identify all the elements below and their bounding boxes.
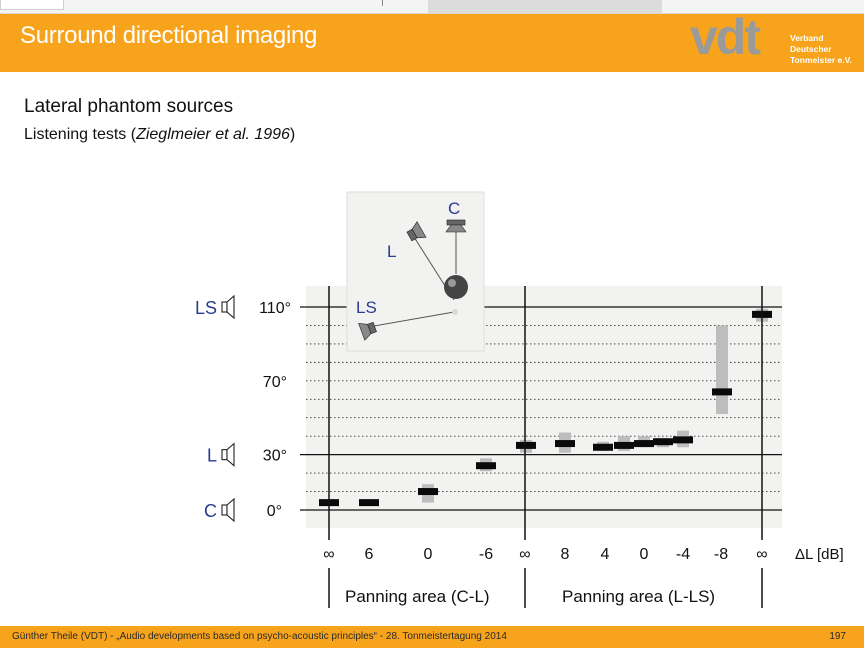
browser-strip [0, 0, 864, 14]
subheading-prefix: Listening tests ( [24, 126, 137, 143]
logo-subtitle-line-1: Verband Deutscher [790, 33, 832, 54]
logo-subtitle-line-2: Tonmeister e.V. [790, 55, 852, 65]
speaker-l-icon [406, 221, 427, 242]
y-tick-label: 110° [259, 300, 291, 317]
listener-head-highlight [448, 279, 456, 287]
logo-subtitle: Verband Deutscher Tonmeister e.V. [790, 33, 864, 66]
x-tick-label: -6 [479, 546, 493, 563]
logo-mark: vdt [690, 9, 761, 65]
phantom-source-chart: ∞ 6 0 -6 ∞ 8 4 0 -4 -8 ∞ ΔL [dB] 0° 30° 70° 110° C L LS… [195, 191, 844, 608]
speaker-icon-cone [226, 497, 235, 523]
y-tick-labels: 0° 30° 70° 110° [259, 300, 291, 520]
divider [382, 0, 383, 6]
speaker-icon-cone [226, 442, 235, 467]
x-tick-label: ∞ [756, 546, 767, 563]
speaker-icon-cone [226, 294, 235, 320]
browser-tab[interactable] [0, 0, 64, 10]
median-marker [418, 488, 438, 496]
x-tick-label: 0 [424, 546, 433, 563]
y-speaker-label: C [204, 501, 217, 521]
x-tick-labels: ∞ 6 0 -6 ∞ 8 4 0 -4 -8 ∞ [323, 546, 767, 563]
ls-direction-line [373, 311, 455, 327]
slide-footer: Günther Theile (VDT) - „Audio developmen… [0, 626, 864, 648]
speaker-c-icon [445, 219, 467, 233]
inset-label-ls: LS [356, 298, 377, 317]
x-tick-label: -4 [676, 546, 690, 563]
x-tick-label: 8 [561, 546, 570, 563]
slide-title: Surround directional imaging [20, 22, 318, 49]
page-number: 197 [829, 631, 846, 642]
region-label-c-l: Panning area (C-L) [345, 587, 490, 606]
speaker-ls-icon [358, 321, 377, 341]
x-unit-label: ΔL [dB] [795, 546, 844, 563]
speaker-icon-body [221, 449, 228, 461]
x-tick-label: -8 [714, 546, 728, 563]
inset-label-c: C [448, 199, 460, 218]
vdt-logo: vdt Verband Deutscher Tonmeister e.V. [684, 9, 864, 72]
y-speaker-label: L [207, 446, 217, 466]
median-marker [476, 462, 496, 470]
y-speaker-label: LS [195, 298, 217, 318]
citation: Zieglmeier et al. 1996 [136, 126, 290, 143]
median-marker [555, 440, 575, 448]
x-tick-label: 4 [601, 546, 610, 563]
median-marker [359, 499, 379, 507]
median-marker [593, 443, 613, 451]
speaker-icon [221, 442, 235, 467]
y-tick-label: 0° [267, 503, 282, 520]
x-tick-label: 6 [365, 546, 374, 563]
x-tick-label: ∞ [323, 546, 334, 563]
median-marker [653, 438, 673, 446]
speaker-icon [221, 497, 235, 523]
x-tick-label: ∞ [519, 546, 530, 563]
browser-tab-active[interactable] [428, 0, 662, 13]
median-marker [712, 388, 732, 396]
median-marker [634, 440, 654, 448]
speaker-icon-body [221, 504, 228, 516]
median-marker [614, 441, 634, 449]
y-speaker-labels: C L LS [195, 294, 235, 523]
slide-subheading: Listening tests (Zieglmeier et al. 1996) [24, 126, 295, 144]
median-marker [673, 436, 693, 444]
slide-heading: Lateral phantom sources [24, 96, 234, 117]
region-label-l-ls: Panning area (L-LS) [562, 587, 715, 606]
listening-position [452, 309, 458, 315]
range-bar [716, 325, 728, 415]
y-tick-label: 30° [263, 448, 287, 465]
footer-text: Günther Theile (VDT) - „Audio developmen… [12, 631, 507, 642]
y-tick-label: 70° [263, 374, 287, 391]
listening-setup-inset: C L LS [346, 191, 485, 352]
subheading-suffix: ) [289, 126, 296, 143]
x-tick-label: 0 [640, 546, 649, 563]
speaker-icon [221, 294, 235, 320]
inset-label-l: L [387, 242, 396, 261]
listener-head [444, 275, 468, 299]
speaker-icon-body [221, 301, 228, 313]
median-marker [516, 441, 536, 449]
slide-header: Surround directional imaging vdt Verband… [0, 9, 864, 72]
